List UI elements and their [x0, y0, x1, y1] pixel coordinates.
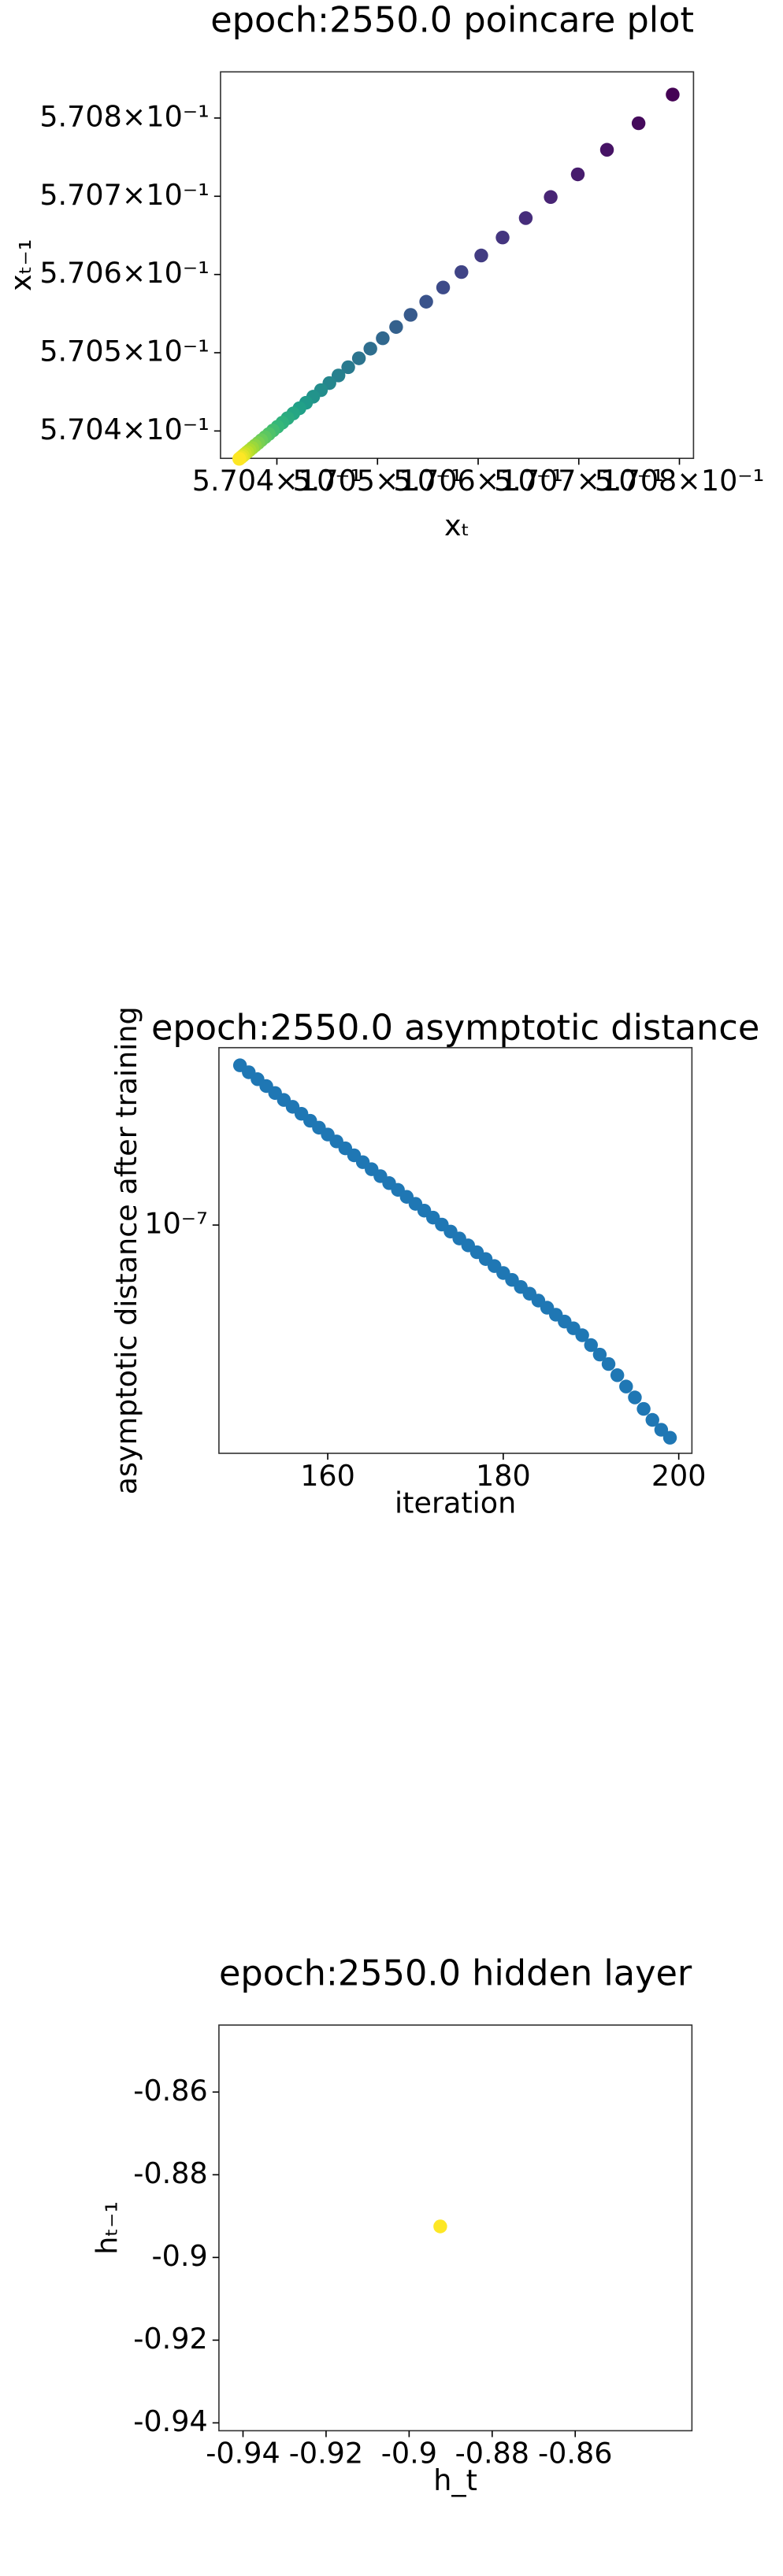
y-tick-label: 5.706×10⁻¹	[39, 256, 209, 290]
point	[662, 1430, 677, 1445]
x-tick-label: 180	[476, 1459, 531, 1493]
point	[455, 265, 469, 279]
point	[331, 368, 346, 383]
point	[666, 87, 680, 102]
x-tick-label: -0.86	[538, 2436, 612, 2470]
x-tick-label: 5.704×10⁻¹	[192, 464, 362, 498]
point	[433, 2219, 447, 2234]
chart-title: epoch:2550.0 hidden layer	[219, 1952, 692, 1993]
y-tick-label: -0.88	[133, 2156, 207, 2190]
point	[495, 230, 510, 245]
plot-area	[218, 1046, 693, 1454]
point	[619, 1379, 633, 1393]
point	[474, 248, 488, 263]
point	[592, 1347, 607, 1362]
y-tick-label: 5.705×10⁻¹	[39, 335, 209, 368]
y-axis-label: asymptotic distance after training	[109, 1006, 143, 1494]
point	[584, 1338, 598, 1353]
point	[351, 351, 366, 365]
chart-panel: epoch:2550.0 asymptotic distance 160 180 20…	[109, 1006, 760, 1519]
point	[518, 211, 533, 225]
chart-panel: epoch:2550.0 poincare plot5.704×10⁻¹5.70…	[4, 0, 764, 542]
point	[436, 280, 451, 294]
point	[389, 320, 403, 335]
y-tick-label: -0.94	[133, 2404, 207, 2438]
x-axis-label: iteration	[395, 1486, 516, 1519]
point	[599, 142, 614, 157]
point	[601, 1356, 616, 1371]
y-axis-label: hₜ₋₁	[90, 2201, 124, 2255]
x-tick-label: -0.94	[206, 2436, 280, 2470]
y-tick-label: -0.92	[133, 2322, 207, 2356]
point	[628, 1390, 642, 1405]
x-tick-label: 5.707×10⁻¹	[494, 464, 663, 498]
point	[341, 360, 355, 375]
point	[610, 1368, 625, 1382]
point	[363, 342, 377, 356]
x-tick-label: -0.92	[289, 2436, 363, 2470]
chart-title: epoch:2550.0 asymptotic distance	[151, 1007, 759, 1048]
point	[419, 294, 433, 309]
y-axis-label: xₜ₋₁	[4, 239, 38, 291]
point	[645, 1412, 659, 1427]
point	[570, 167, 585, 182]
point	[575, 1328, 589, 1342]
x-tick-label: 200	[651, 1459, 707, 1493]
point	[232, 452, 247, 466]
point	[631, 116, 646, 131]
x-tick-label: 5.708×10⁻¹	[595, 464, 764, 498]
chart-title: epoch:2550.0 poincare plot	[210, 0, 694, 40]
point	[636, 1401, 651, 1416]
y-tick-label: -0.9	[151, 2239, 207, 2273]
point	[376, 331, 390, 346]
plot-area	[218, 2024, 693, 2432]
y-tick-label: 5.707×10⁻¹	[39, 178, 209, 212]
y-tick-label: 5.704×10⁻¹	[39, 413, 209, 446]
x-axis-label: h_t	[433, 2463, 477, 2497]
x-tick-label: -0.88	[455, 2436, 529, 2470]
x-tick-label: 160	[300, 1459, 355, 1493]
x-tick-label: -0.9	[381, 2436, 437, 2470]
x-tick-label: 5.706×10⁻¹	[393, 464, 562, 498]
point	[654, 1423, 669, 1437]
chart-panel: epoch:2550.0 hidden layer-0.94 -0.92 -0.9-…	[90, 1952, 693, 2497]
point	[403, 308, 417, 322]
plot-area	[220, 71, 695, 460]
x-axis-label: xₜ	[444, 509, 469, 542]
point	[544, 190, 558, 205]
x-tick-label: 5.705×10⁻¹	[293, 464, 462, 498]
y-tick-label: -0.86	[133, 2074, 207, 2108]
y-tick-label: 5.708×10⁻¹	[39, 99, 209, 133]
y-tick-label: 10⁻⁷	[144, 1207, 207, 1241]
